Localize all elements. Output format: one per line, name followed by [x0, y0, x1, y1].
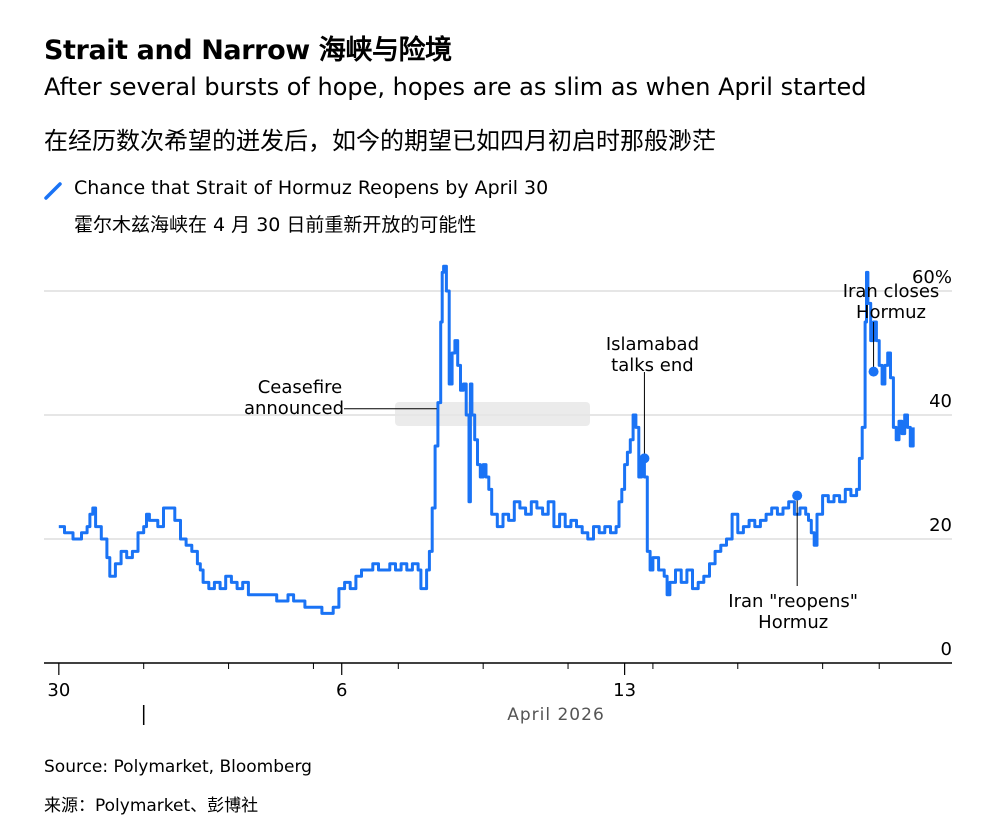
annotation-label: Iran closes [843, 281, 940, 302]
y-tick-label: 60% [912, 267, 952, 288]
annotation-label: Ceasefire [258, 377, 343, 398]
annotation-label: talks end [611, 355, 694, 376]
annotation-label: announced [244, 398, 344, 419]
chart-subtitle-zh: 在经历数次希望的迸发后，如今的期望已如四月初启时那般渺茫 [44, 127, 716, 155]
x-tick-label: 30 [47, 680, 70, 701]
annotation-label: Hormuz [758, 612, 828, 633]
source-en: Source: Polymarket, Bloomberg [44, 757, 312, 777]
annotation-marker [792, 490, 803, 501]
y-tick-label: 20 [929, 515, 952, 536]
x-tick-label: 13 [613, 680, 636, 701]
series-line [58, 264, 915, 615]
watermark-overlay [395, 402, 590, 426]
source-zh: 来源：Polymarket、彭博社 [44, 796, 259, 816]
annotation-label: Hormuz [856, 302, 926, 323]
diagonal-line-icon [44, 182, 62, 200]
annotation-label: Iran "reopens" [728, 591, 858, 612]
annotation-marker [868, 366, 879, 377]
legend-label-zh: 霍尔木兹海峡在 4 月 30 日前重新开放的可能性 [74, 214, 477, 236]
annotation-label: Islamabad [606, 334, 699, 355]
chart-subtitle-en: After several bursts of hope, hopes are … [44, 73, 867, 101]
chart-title: Strait and Narrow 海峡与险境 [44, 35, 452, 66]
y-tick-label: 40 [929, 391, 952, 412]
legend-label-en: Chance that Strait of Hormuz Reopens by … [74, 177, 549, 199]
y-tick-label: 0 [941, 639, 952, 660]
annotation-marker [639, 453, 650, 464]
x-month-label: April 2026 [507, 705, 605, 725]
line-chart: 0 20 40 60% 30 6 13 April 2026 Ceasefireannounce… [44, 264, 952, 725]
x-tick-label: 6 [336, 680, 347, 701]
